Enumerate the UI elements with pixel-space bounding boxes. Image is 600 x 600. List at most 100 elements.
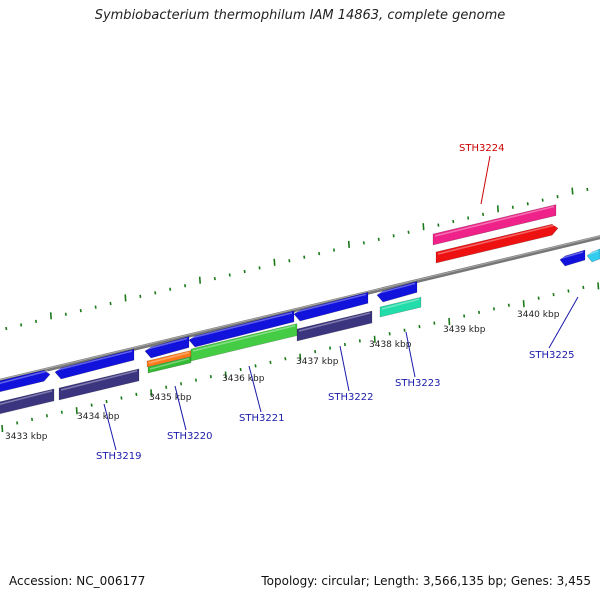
minor-tick	[582, 285, 585, 290]
domain-3219-bevel	[60, 370, 138, 391]
minor-tick	[45, 414, 48, 418]
gene-label-leader	[480, 155, 491, 205]
minor-tick	[377, 237, 380, 241]
major-tick	[422, 223, 425, 231]
gene-features	[0, 204, 600, 415]
minor-tick	[392, 234, 395, 238]
minor-tick	[60, 410, 63, 414]
minor-tick	[482, 212, 485, 217]
minor-tick	[5, 326, 8, 331]
minor-tick	[314, 349, 317, 354]
domain-3220-green-bevel	[149, 357, 190, 370]
gene-label-sth3224[interactable]: STH3224	[459, 143, 504, 154]
domain-3223	[379, 296, 422, 318]
minor-tick	[537, 296, 540, 300]
domain-3219	[58, 368, 140, 401]
major-tick	[1, 424, 4, 433]
minor-tick	[478, 310, 481, 315]
minor-tick	[329, 346, 332, 350]
major-tick	[273, 258, 276, 266]
minor-tick	[507, 303, 510, 307]
gene-3224-pink	[432, 204, 557, 246]
major-tick	[571, 187, 574, 195]
domain-3220-green	[147, 356, 192, 374]
minor-tick	[526, 202, 529, 206]
gene-label-leader	[248, 365, 262, 413]
minor-tick	[94, 305, 97, 309]
major-tick	[448, 317, 451, 326]
minor-tick	[180, 382, 183, 386]
gene-label-sth3222[interactable]: STH3222	[328, 392, 373, 403]
minor-tick	[64, 312, 67, 316]
gene-3221-bevel	[190, 312, 293, 339]
minor-tick	[452, 219, 455, 224]
minor-tick	[213, 276, 216, 281]
gene-3226	[586, 248, 600, 263]
minor-tick	[333, 248, 336, 252]
minor-tick	[362, 241, 365, 245]
minor-tick	[284, 357, 287, 361]
major-tick	[373, 335, 376, 343]
page-title: Symbiobacterium thermophilum IAM 14863, …	[94, 8, 506, 23]
gene-3223	[376, 281, 418, 303]
kbp-labels: 3433 kbp 3434 kbp 3435 kbp 3436 kbp 3437 kbp…	[5, 310, 560, 442]
accession-text: Accession: NC_006177	[9, 574, 146, 588]
genome-backbone-highlight	[0, 235, 600, 381]
major-tick	[49, 312, 52, 320]
minor-tick	[556, 194, 559, 199]
minor-tick	[433, 321, 436, 325]
gene-label-leader	[103, 403, 117, 451]
minor-tick	[511, 205, 514, 209]
domain-3222	[296, 310, 373, 342]
minor-tick	[358, 339, 361, 343]
gene-3224-pink-bevel	[434, 205, 555, 237]
gene-label-sth3219[interactable]: STH3219	[96, 451, 141, 462]
major-tick	[299, 353, 302, 361]
minor-tick	[35, 319, 38, 324]
minor-tick	[418, 325, 421, 329]
domain-3222-bevel	[298, 312, 371, 332]
domain-3221-green	[190, 323, 298, 362]
minor-tick	[258, 266, 261, 270]
major-tick	[124, 294, 127, 302]
major-tick	[522, 300, 525, 308]
minor-tick	[105, 399, 108, 404]
minor-tick	[541, 198, 544, 202]
genome-summary-text: Topology: circular; Length: 3,566,135 bp…	[261, 574, 591, 588]
gene-3219	[54, 348, 135, 380]
major-tick	[75, 407, 78, 415]
minor-tick	[243, 269, 246, 274]
gene-3224-red-bevel	[437, 224, 557, 255]
domain-3223-bevel	[381, 298, 420, 310]
gene-label-sth3220[interactable]: STH3220	[167, 431, 212, 442]
minor-tick	[254, 364, 257, 368]
major-tick	[597, 282, 600, 290]
gene-3218-bevel	[0, 370, 49, 385]
minor-tick	[194, 378, 197, 382]
minor-tick	[135, 392, 138, 397]
kbp-label: 3438 kbp	[369, 340, 412, 350]
major-tick	[198, 276, 201, 284]
lower-scale-ticks	[1, 282, 600, 433]
domain-3218-bevel	[0, 390, 53, 406]
minor-tick	[269, 360, 272, 364]
gene-3225-bevel	[561, 251, 584, 259]
kbp-label: 3440 kbp	[517, 310, 560, 320]
gene-label-sth3223[interactable]: STH3223	[395, 378, 440, 389]
gene-3226-bevel	[588, 250, 599, 255]
gene-3223-bevel	[378, 282, 416, 294]
minor-tick	[154, 291, 157, 295]
minor-tick	[552, 292, 555, 297]
gene-label-leader	[174, 385, 187, 431]
minor-tick	[139, 294, 142, 299]
minor-tick	[165, 385, 168, 389]
minor-tick	[492, 307, 495, 311]
minor-tick	[90, 403, 93, 407]
gene-label-leader	[339, 345, 350, 392]
gene-label-sth3221[interactable]: STH3221	[239, 413, 284, 424]
gene-3220	[144, 336, 190, 359]
minor-tick	[288, 259, 291, 263]
gene-label-sth3225[interactable]: STH3225	[529, 350, 574, 361]
minor-tick	[403, 328, 406, 332]
